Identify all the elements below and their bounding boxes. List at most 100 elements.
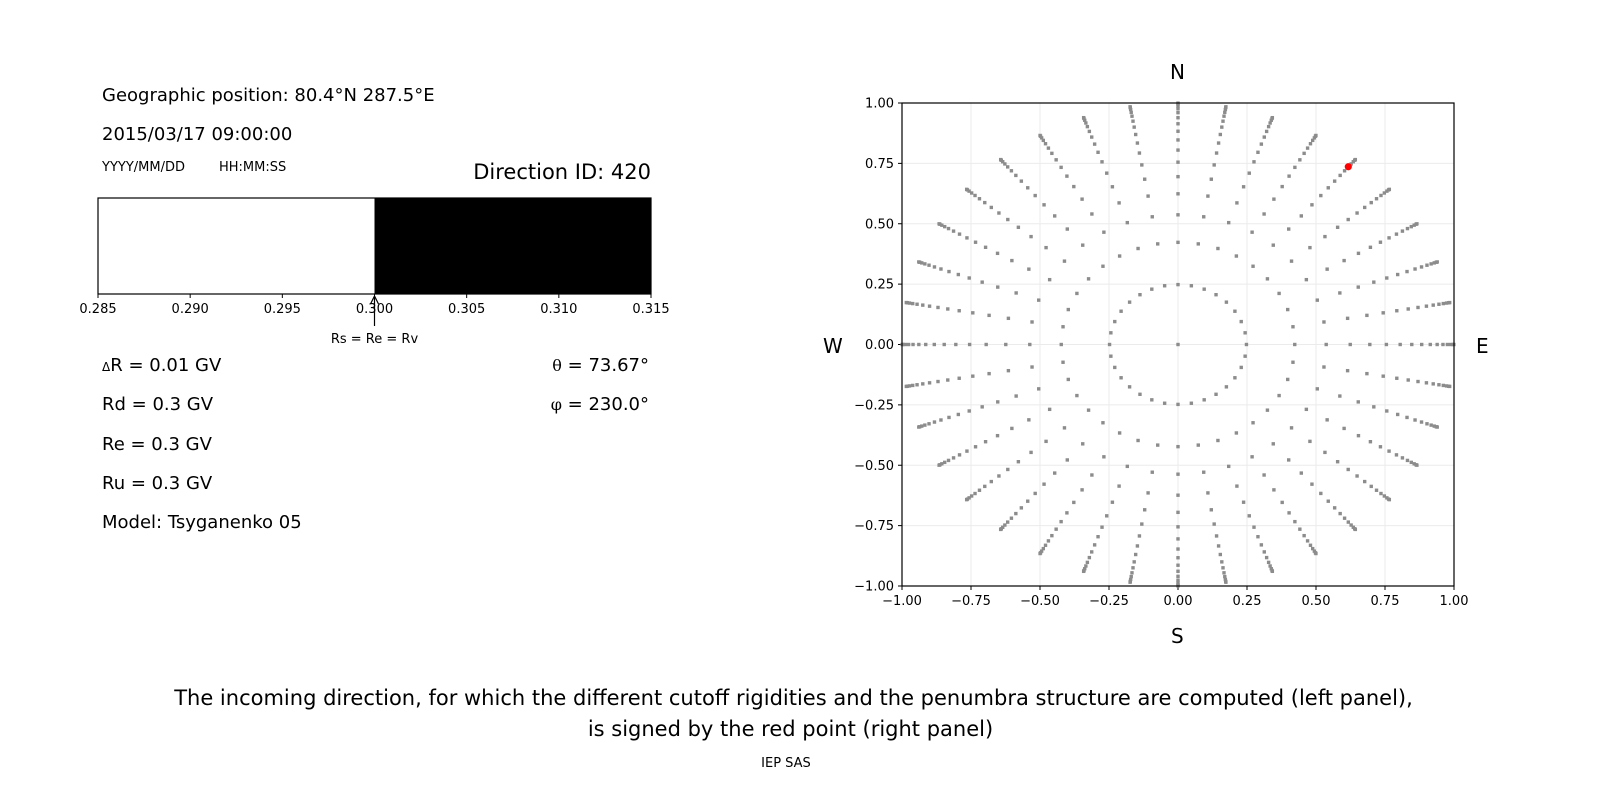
direction-point [965,236,969,240]
model-name: Model: Tsyganenko 05 [102,512,302,533]
direction-point [1368,440,1373,444]
direction-point [1176,510,1180,515]
direction-point [1365,313,1369,318]
direction-point [1176,160,1180,164]
direction-point [1119,376,1123,380]
direction-point [1202,398,1206,402]
direction-point [1216,438,1220,443]
direction-point [1272,197,1276,201]
direction-point [1100,160,1104,164]
direction-point [1109,354,1113,358]
caption-line-1: The incoming direction, for which the di… [174,686,1413,710]
direction-point [1410,342,1414,347]
direction-point [1244,342,1249,347]
direction-point [1338,394,1342,398]
direction-point [1216,246,1220,251]
direction-point [1209,177,1214,181]
direction-point [1308,543,1313,547]
direction-point [1087,555,1092,560]
direction-point [1075,393,1079,398]
direction-point [1326,186,1330,190]
rigidity-arrow-label: Rs = Re = Rv [331,332,419,347]
direction-point [1304,407,1309,412]
direction-point [1314,133,1318,138]
direction-point [1014,173,1018,178]
direction-point [1047,407,1052,412]
direction-point [1224,385,1229,389]
direction-point [1140,163,1144,167]
direction-point [1409,460,1413,465]
direction-point [1429,262,1433,266]
direction-point [1176,578,1180,582]
direction-point [1176,556,1180,560]
scatter-xtick-label: −0.25 [1089,594,1129,609]
direction-point [1042,482,1046,486]
direction-point [1046,539,1051,543]
direction-point [1395,376,1399,380]
direction-point [957,376,961,380]
direction-point [956,272,961,277]
direction-point [1196,242,1200,246]
direction-point [1419,420,1424,424]
direction-point [1291,325,1295,329]
direction-point [937,222,941,226]
direction-point [1314,551,1318,556]
scatter-xtick-label: 0.25 [1233,594,1262,609]
direction-point [1269,118,1273,122]
direction-point [1176,342,1180,347]
direction-point [1066,307,1070,312]
ru-value: Ru = 0.3 GV [102,473,213,494]
direction-point [1080,197,1084,201]
direction-point [1137,534,1142,538]
compass-west: W [823,334,843,358]
direction-point [1223,577,1228,582]
direction-point [1062,426,1067,430]
direction-point [1101,421,1105,425]
date-format-label: YYYY/MM/DD [102,160,185,175]
direction-point [1298,527,1302,531]
direction-point [1243,354,1247,358]
direction-point [1135,141,1140,145]
direction-point [1128,577,1133,582]
scatter-xtick-label: 0.75 [1371,594,1400,609]
phi-symbol: φ [550,395,562,414]
direction-point [1086,277,1091,281]
direction-point [1271,243,1275,247]
direction-point [1044,245,1048,250]
direction-point [1269,567,1273,571]
datetime: 2015/03/17 09:00:00 [102,124,293,145]
direction-point [1432,424,1436,428]
direction-point [1346,467,1350,472]
direction-point [1030,320,1034,324]
direction-point [1009,516,1014,520]
direction-point [1266,124,1271,129]
direction-point [1277,291,1281,296]
direction-point [1233,376,1237,380]
bar-xtick-label: 0.315 [632,302,669,317]
direction-point [1384,342,1389,347]
direction-point [1395,412,1400,417]
direction-point [1150,215,1154,219]
direction-point [1216,141,1221,145]
direction-point [1065,227,1069,231]
direction-point [1105,171,1109,175]
direction-point [1142,508,1147,512]
direction-point [932,342,936,347]
direction-point [989,479,994,484]
direction-point [1176,472,1180,476]
direction-point [1028,342,1032,347]
theta-text: = 73.67° [561,355,649,376]
direction-point [1137,151,1142,155]
direction-point [1005,520,1010,524]
direction-point [1256,150,1260,154]
direction-point [1042,203,1046,207]
caption-line-2: is signed by the red point (right panel) [587,717,994,741]
rigidity-arrowhead [369,294,380,305]
direction-point [1291,360,1295,364]
direction-point [1066,377,1070,382]
direction-point [1050,151,1054,156]
direction-point [1136,246,1140,251]
footer-credit: IEP SAS [761,756,811,771]
direction-point [1062,259,1067,263]
direction-point [1110,185,1115,189]
